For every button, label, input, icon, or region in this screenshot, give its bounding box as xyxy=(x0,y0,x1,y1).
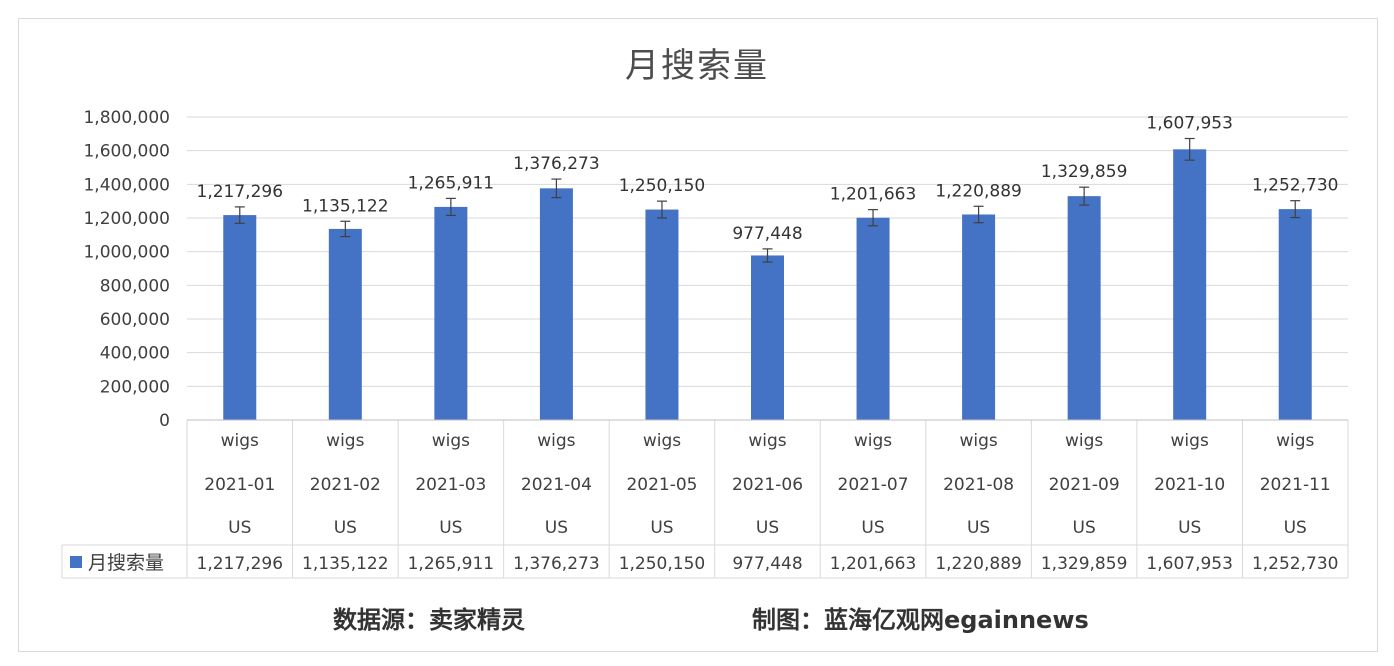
bar xyxy=(645,209,679,420)
data-label: 1,252,730 xyxy=(1252,176,1339,196)
category-keyword-label: wigs xyxy=(326,431,364,451)
data-label: 1,376,273 xyxy=(513,154,600,174)
chart-credit-note: 制图：蓝海亿观网egainnews xyxy=(752,606,1089,634)
table-value-cell: 1,135,122 xyxy=(302,554,389,574)
chart-title: 月搜索量 xyxy=(625,46,769,86)
category-month-label: 2021-07 xyxy=(838,475,909,495)
category-month-label: 2021-08 xyxy=(943,475,1014,495)
category-keyword-label: wigs xyxy=(854,431,892,451)
bar xyxy=(434,206,468,420)
table-value-cell: 1,329,859 xyxy=(1041,554,1128,574)
category-keyword-label: wigs xyxy=(221,431,259,451)
category-month-label: 2021-11 xyxy=(1260,475,1331,495)
category-country-label: US xyxy=(756,518,779,538)
category-country-label: US xyxy=(334,518,357,538)
category-country-label: US xyxy=(1073,518,1096,538)
y-tick-label: 1,400,000 xyxy=(83,175,170,195)
table-value-cell: 1,376,273 xyxy=(513,554,600,574)
table-value-cell: 1,217,296 xyxy=(197,554,284,574)
y-tick-label: 1,000,000 xyxy=(83,243,170,263)
table-value-cell: 977,448 xyxy=(732,554,802,574)
category-keyword-label: wigs xyxy=(1065,431,1103,451)
category-month-label: 2021-03 xyxy=(415,475,486,495)
data-label: 1,329,859 xyxy=(1041,162,1128,182)
y-tick-label: 1,200,000 xyxy=(83,209,170,229)
data-label: 1,135,122 xyxy=(302,196,389,216)
category-country-label: US xyxy=(967,518,990,538)
category-keyword-label: wigs xyxy=(432,431,470,451)
bar xyxy=(328,228,362,420)
category-keyword-label: wigs xyxy=(1171,431,1209,451)
category-country-label: US xyxy=(861,518,884,538)
table-value-cell: 1,220,889 xyxy=(935,554,1022,574)
bar xyxy=(539,188,573,420)
bar xyxy=(962,214,996,420)
category-keyword-label: wigs xyxy=(1276,431,1314,451)
category-country-label: US xyxy=(1178,518,1201,538)
data-label: 1,201,663 xyxy=(830,185,917,205)
bar xyxy=(751,255,784,420)
data-label: 1,220,889 xyxy=(935,181,1022,201)
y-tick-label: 1,800,000 xyxy=(83,108,170,128)
category-country-label: US xyxy=(1284,518,1307,538)
y-tick-label: 400,000 xyxy=(100,344,170,364)
bar xyxy=(1278,209,1312,420)
category-keyword-label: wigs xyxy=(748,431,786,451)
category-month-label: 2021-06 xyxy=(732,475,803,495)
bar xyxy=(1173,149,1207,420)
table-value-cell: 1,201,663 xyxy=(830,554,917,574)
y-tick-label: 800,000 xyxy=(100,276,170,296)
bar xyxy=(223,215,257,420)
y-tick-label: 600,000 xyxy=(100,310,170,330)
data-source-note: 数据源：卖家精灵 xyxy=(333,606,525,634)
table-value-cell: 1,265,911 xyxy=(408,554,495,574)
data-label: 1,607,953 xyxy=(1146,114,1233,134)
legend-label: 月搜索量 xyxy=(88,552,164,574)
category-keyword-label: wigs xyxy=(643,431,681,451)
y-tick-label: 1,600,000 xyxy=(83,142,170,162)
category-keyword-label: wigs xyxy=(959,431,997,451)
table-value-cell: 1,250,150 xyxy=(619,554,706,574)
category-month-label: 2021-04 xyxy=(521,475,592,495)
category-month-label: 2021-09 xyxy=(1049,475,1120,495)
legend-swatch xyxy=(70,556,82,568)
category-country-label: US xyxy=(545,518,568,538)
data-label: 1,265,911 xyxy=(408,173,495,193)
category-country-label: US xyxy=(228,518,251,538)
data-label: 1,217,296 xyxy=(197,182,284,202)
category-country-label: US xyxy=(650,518,673,538)
data-label: 1,250,150 xyxy=(619,176,706,196)
y-tick-label: 200,000 xyxy=(100,377,170,397)
table-value-cell: 1,252,730 xyxy=(1252,554,1339,574)
table-value-cell: 1,607,953 xyxy=(1146,554,1233,574)
category-month-label: 2021-10 xyxy=(1154,475,1225,495)
bar xyxy=(1067,196,1101,420)
data-label: 977,448 xyxy=(732,224,802,244)
category-month-label: 2021-05 xyxy=(626,475,697,495)
category-month-label: 2021-01 xyxy=(204,475,275,495)
category-country-label: US xyxy=(439,518,462,538)
category-keyword-label: wigs xyxy=(537,431,575,451)
category-month-label: 2021-02 xyxy=(310,475,381,495)
y-tick-label: 0 xyxy=(159,411,170,431)
bar xyxy=(856,217,890,420)
